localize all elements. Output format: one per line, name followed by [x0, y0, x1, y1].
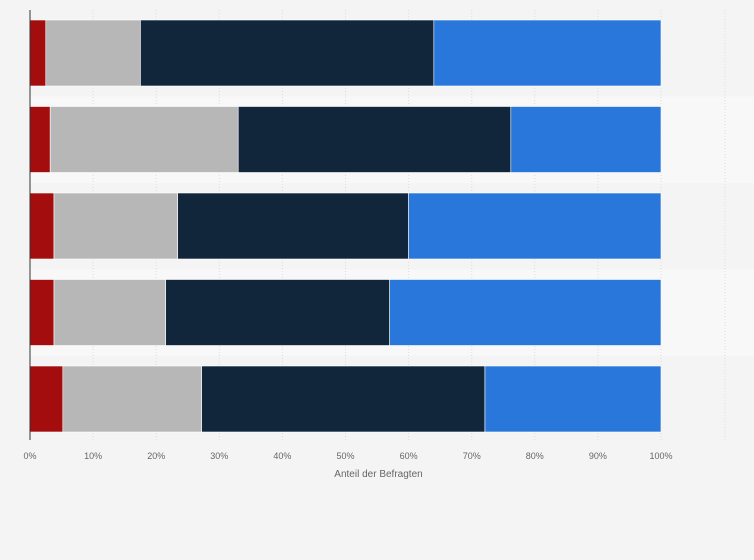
bar-segment [49, 106, 239, 173]
bar-segment [29, 365, 64, 433]
bar-segment [29, 19, 47, 87]
bar-segment [29, 106, 51, 173]
x-tick-label: 100% [649, 451, 672, 461]
x-tick-label: 50% [336, 451, 354, 461]
x-tick-label: 10% [84, 451, 102, 461]
bar-segment [29, 279, 55, 346]
x-axis-title: Anteil der Befragten [334, 469, 422, 480]
bar-segment [237, 106, 512, 173]
x-tick-label: 40% [273, 451, 291, 461]
bar-segment [408, 192, 662, 260]
bar-segment [201, 365, 486, 433]
bar-segment [140, 19, 435, 87]
bar-segment [53, 279, 166, 346]
bar-segment [510, 106, 662, 173]
bar-segment [29, 192, 55, 260]
x-tick-label: 80% [526, 451, 544, 461]
bar-segment [62, 365, 202, 433]
bar-segment [165, 279, 390, 346]
x-tick-label: 0% [23, 451, 36, 461]
bar-segment [433, 19, 662, 87]
bar-segment [53, 192, 178, 260]
x-tick-label: 90% [589, 451, 607, 461]
x-tick-label: 20% [147, 451, 165, 461]
bar-segment [45, 19, 141, 87]
bar-segment [389, 279, 662, 346]
bar-segment [484, 365, 662, 433]
x-tick-label: 60% [400, 451, 418, 461]
x-tick-label: 30% [210, 451, 228, 461]
bar-segment [177, 192, 409, 260]
x-tick-label: 70% [463, 451, 481, 461]
